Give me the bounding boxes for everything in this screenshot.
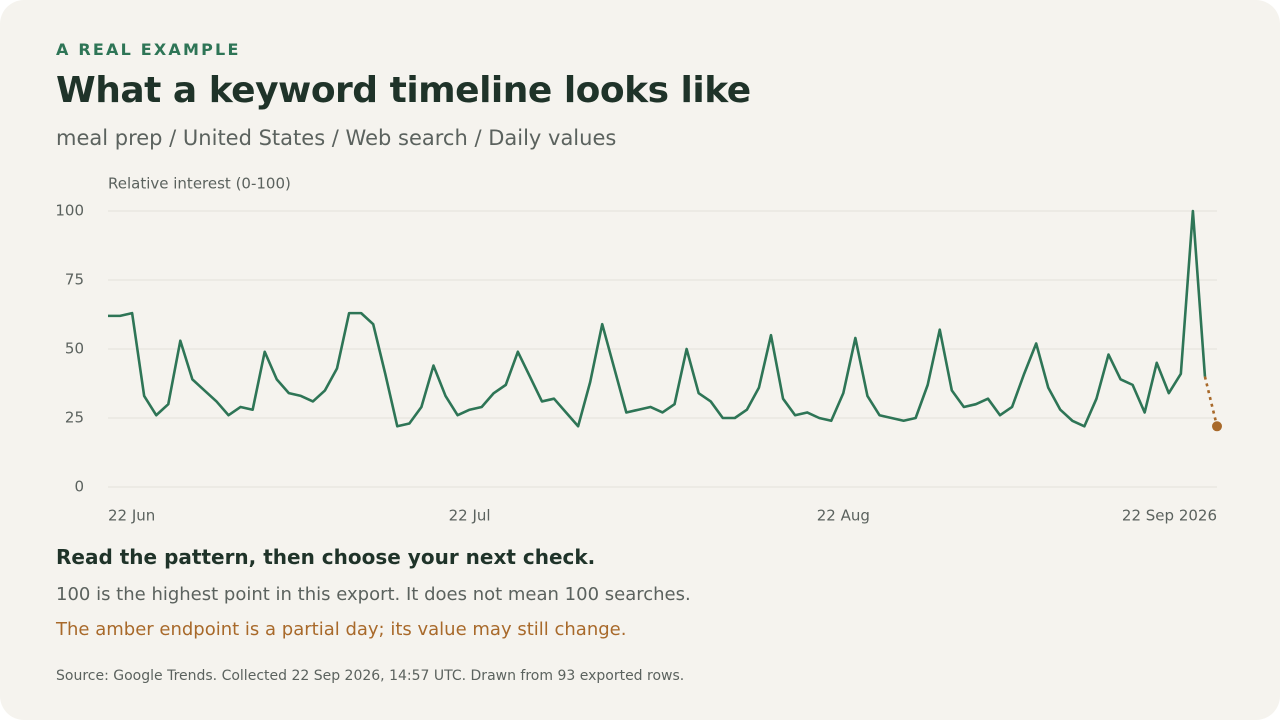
x-tick-label: 22 Aug: [817, 507, 870, 525]
x-tick-label: 22 Jun: [108, 507, 155, 525]
chart-subtitle: meal prep / United States / Web search /…: [56, 126, 617, 150]
line-series: [108, 209, 1207, 428]
y-axis-label: Relative interest (0-100): [108, 175, 291, 193]
partial-segment: [1203, 376, 1219, 427]
y-tick-label: 50: [65, 340, 84, 358]
x-tick-label: 22 Jul: [449, 507, 491, 525]
y-tick-label: 0: [74, 478, 84, 496]
takeaway-note: 100 is the highest point in this export.…: [56, 584, 691, 605]
takeaway-heading: Read the pattern, then choose your next …: [56, 545, 596, 569]
source: Source: Google Trends. Collected 22 Sep …: [56, 668, 685, 684]
chart-title: What a keyword timeline looks like: [56, 70, 751, 111]
partial-note: The amber endpoint is a partial day; its…: [56, 619, 627, 640]
y-tick-label: 75: [65, 271, 84, 289]
y-tick-label: 25: [65, 409, 84, 427]
partial-endpoint: [1212, 421, 1222, 432]
x-tick-label: 22 Sep 2026: [1122, 507, 1217, 525]
eyebrow: A REAL EXAMPLE: [56, 40, 241, 59]
y-tick-label: 100: [55, 202, 84, 220]
chart: Relative interest (0-100) 0 25 50 75 100 22 J…: [55, 175, 1222, 525]
